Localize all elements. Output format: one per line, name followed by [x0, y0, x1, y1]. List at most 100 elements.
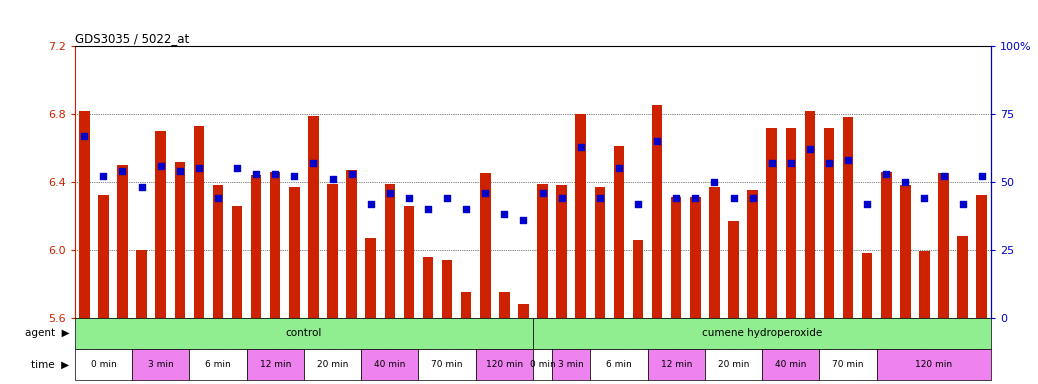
Point [210, 195, 226, 201]
Bar [747, 190, 758, 318]
Point [783, 160, 799, 166]
Point [706, 179, 722, 185]
Bar [156, 131, 166, 318]
Point [763, 160, 780, 166]
Bar [729, 221, 739, 318]
Bar [461, 292, 471, 318]
Text: 70 min: 70 min [832, 360, 864, 369]
Bar [920, 252, 930, 318]
Bar [480, 174, 491, 318]
Point [917, 195, 933, 201]
Text: 20 min: 20 min [317, 360, 348, 369]
Bar [843, 118, 853, 318]
Bar [231, 206, 242, 318]
Point [95, 174, 112, 180]
Text: 0 min: 0 min [529, 360, 555, 369]
Bar [308, 116, 319, 318]
Point [572, 144, 589, 150]
Point [419, 206, 436, 212]
Point [974, 174, 990, 180]
Bar [690, 197, 701, 318]
Bar [475, 349, 534, 380]
Point [897, 179, 913, 185]
Bar [633, 240, 644, 318]
Bar [327, 184, 337, 318]
Bar [977, 195, 987, 318]
Text: 120 min: 120 min [486, 360, 523, 369]
Bar [652, 106, 662, 318]
Text: 40 min: 40 min [374, 360, 406, 369]
Bar [575, 114, 586, 318]
Point [382, 190, 399, 196]
Bar [648, 349, 705, 380]
Point [840, 157, 856, 163]
Point [76, 132, 92, 139]
Point [515, 217, 531, 223]
Bar [347, 170, 357, 318]
Bar [117, 165, 128, 318]
Text: cumene hydroperoxide: cumene hydroperoxide [702, 328, 822, 338]
Bar [762, 349, 819, 380]
Bar [786, 127, 796, 318]
Text: agent  ▶: agent ▶ [25, 328, 70, 338]
Bar [957, 236, 967, 318]
Bar [213, 185, 223, 318]
Point [228, 165, 245, 171]
Point [324, 176, 340, 182]
Bar [819, 349, 877, 380]
Bar [365, 238, 376, 318]
Point [744, 195, 761, 201]
Bar [538, 184, 548, 318]
Bar [877, 349, 991, 380]
Text: 12 min: 12 min [660, 360, 692, 369]
Point [286, 174, 303, 180]
Bar [900, 185, 910, 318]
Bar [79, 111, 89, 318]
Bar [136, 250, 146, 318]
Point [630, 200, 647, 207]
Point [954, 200, 971, 207]
Bar [99, 195, 109, 318]
Bar [766, 127, 777, 318]
Text: 70 min: 70 min [432, 360, 463, 369]
Point [458, 206, 474, 212]
Text: 6 min: 6 min [606, 360, 632, 369]
Point [801, 146, 818, 152]
Bar [422, 257, 433, 318]
Bar [534, 349, 552, 380]
Text: 3 min: 3 min [147, 360, 173, 369]
Text: 3 min: 3 min [558, 360, 584, 369]
Bar [194, 126, 204, 318]
Bar [174, 162, 185, 318]
Bar [361, 349, 418, 380]
Bar [862, 253, 872, 318]
Point [439, 195, 456, 201]
Bar [671, 197, 682, 318]
Point [553, 195, 570, 201]
Bar [418, 349, 475, 380]
Bar [804, 111, 815, 318]
Text: 20 min: 20 min [718, 360, 749, 369]
Text: time  ▶: time ▶ [31, 359, 70, 369]
Point [344, 170, 360, 177]
Bar [251, 175, 262, 318]
Point [667, 195, 684, 201]
Point [114, 168, 131, 174]
Point [496, 212, 513, 218]
Text: 6 min: 6 min [206, 360, 230, 369]
Point [878, 170, 895, 177]
Point [610, 165, 627, 171]
Point [935, 174, 952, 180]
Bar [556, 185, 567, 318]
Bar [824, 127, 835, 318]
Bar [705, 349, 762, 380]
Bar [132, 349, 189, 380]
Point [305, 160, 322, 166]
Point [133, 184, 149, 190]
Text: control: control [285, 328, 322, 338]
Point [592, 195, 608, 201]
Bar [189, 349, 247, 380]
Bar [552, 349, 591, 380]
Text: 40 min: 40 min [775, 360, 807, 369]
Point [362, 200, 379, 207]
